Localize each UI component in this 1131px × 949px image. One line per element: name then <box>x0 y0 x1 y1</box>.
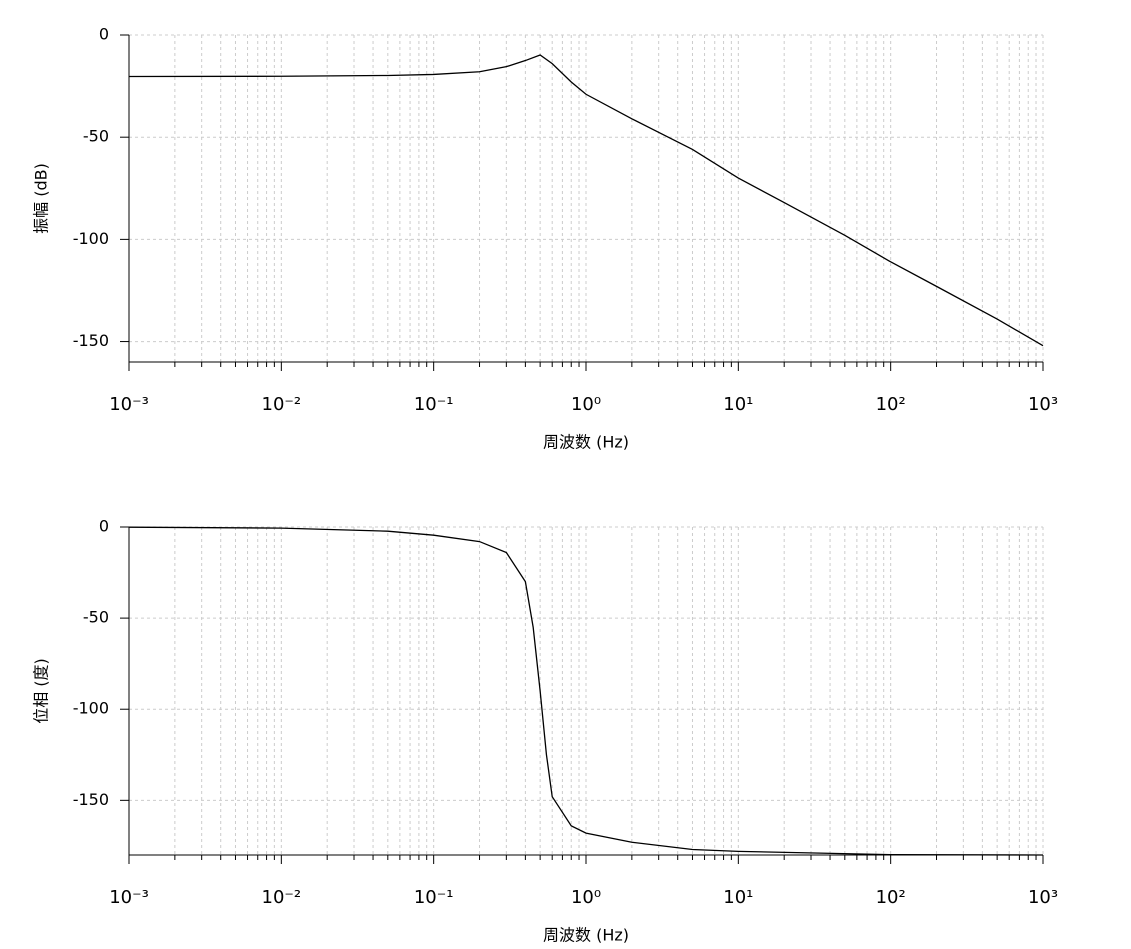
x-tick-label: 10³ <box>1028 887 1058 908</box>
y-tick-label: -50 <box>83 608 109 627</box>
x-tick-label: 10³ <box>1028 394 1058 415</box>
x-axis-label: 周波数 (Hz) <box>543 433 629 452</box>
y-tick-label: -50 <box>83 127 109 146</box>
y-tick-label: -100 <box>73 229 109 248</box>
x-tick-label: 10¹ <box>723 887 753 908</box>
x-tick-label: 10² <box>876 887 906 908</box>
x-tick-label: 10⁻³ <box>109 887 149 908</box>
x-axis-label: 周波数 (Hz) <box>543 926 629 945</box>
x-tick-label: 10⁻² <box>262 887 302 908</box>
x-tick-label: 10⁰ <box>571 887 601 908</box>
x-tick-label: 10⁻³ <box>109 394 149 415</box>
y-tick-label: -150 <box>73 331 109 350</box>
data-line <box>128 526 1044 856</box>
y-tick-label: 0 <box>99 517 109 536</box>
y-tick-label: 0 <box>99 25 109 44</box>
y-tick-label: -150 <box>73 790 109 809</box>
x-tick-label: 10⁻² <box>262 394 302 415</box>
y-tick-label: -100 <box>73 699 109 718</box>
y-axis-label: 位相 (度) <box>32 658 51 724</box>
x-tick-label: 10⁰ <box>571 394 601 415</box>
x-tick-label: 10⁻¹ <box>414 394 454 415</box>
x-tick-label: 10⁻¹ <box>414 887 454 908</box>
data-line <box>128 54 1044 347</box>
y-axis-label: 振幅 (dB) <box>32 163 51 234</box>
x-tick-label: 10² <box>876 394 906 415</box>
x-tick-label: 10¹ <box>723 394 753 415</box>
